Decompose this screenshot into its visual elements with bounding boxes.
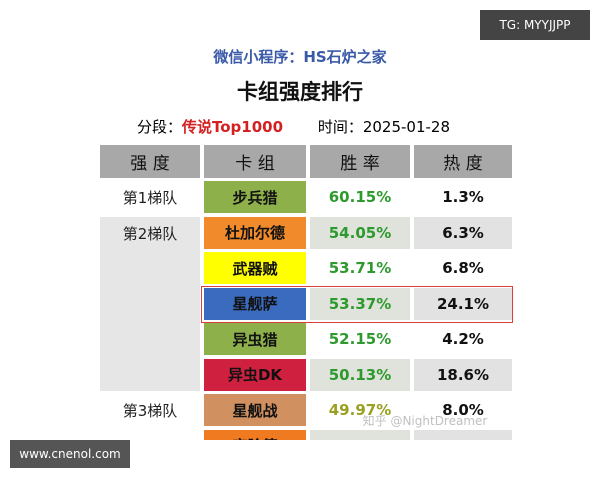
winrate-cell: 54.05%: [310, 216, 410, 249]
deck-cell: 星舰萨: [204, 287, 306, 320]
popularity-cell: 24.1%: [414, 287, 512, 320]
tier-cell: 第1梯队: [100, 181, 200, 213]
deck-cell: 武器贼: [204, 252, 306, 284]
popularity-cell: 6.8%: [414, 252, 512, 284]
popularity-cell: 2.7%: [414, 429, 512, 440]
column-header: 热 度: [414, 145, 512, 178]
watermark: 知乎 @NightDreamer: [362, 413, 488, 428]
winrate-cell: 49.97%: [310, 394, 410, 426]
time: 2025-01-28: [362, 118, 451, 136]
winrate-cell: 53.37%: [310, 287, 410, 320]
winrate-cell: 52.15%: [310, 323, 410, 355]
site-badge: www.cnenol.com: [10, 440, 130, 468]
card: 微信小程序：HS石炉之家 卡组强度排行 分段：传说Top1000 时间：2025…: [85, 40, 515, 440]
badge: TG: MYYJJPP: [480, 10, 590, 40]
deck-cell: 步兵猎: [204, 181, 306, 213]
deck-cell: 变脸德: [204, 429, 306, 440]
segment: 传说Top1000: [182, 118, 284, 136]
subtitle: 微信小程序：HS石炉之家: [213, 48, 387, 66]
deck-cell: 异虫DK: [204, 358, 306, 391]
winrate-cell: 49.18%: [310, 429, 410, 440]
popularity-cell: 4.2%: [414, 323, 512, 355]
popularity-cell: 1.3%: [414, 181, 512, 213]
deck-cell: 异虫猎: [204, 323, 306, 355]
segment-label: 分段：: [137, 118, 183, 136]
time-label: 时间：: [317, 118, 363, 136]
column-header: 胜 率: [310, 145, 410, 178]
tier-cell: 第2梯队: [100, 216, 200, 391]
column-header: 卡 组: [204, 145, 306, 178]
meta: 分段：传说Top1000 时间：2025-01-28: [137, 116, 450, 137]
deck-cell: 星舰战: [204, 394, 306, 426]
popularity-cell: 8.0%: [414, 394, 512, 426]
tier-cell: 第3梯队: [100, 394, 200, 440]
winrate-cell: 53.71%: [310, 252, 410, 284]
winrate-cell: 50.13%: [310, 358, 410, 391]
column-header: 强 度: [100, 145, 200, 178]
title: 卡组强度排行: [237, 80, 363, 104]
highlight-box: [201, 285, 513, 323]
popularity-cell: 6.3%: [414, 216, 512, 249]
popularity-cell: 18.6%: [414, 358, 512, 391]
winrate-cell: 60.15%: [310, 181, 410, 213]
deck-cell: 杜加尔德: [204, 216, 306, 249]
